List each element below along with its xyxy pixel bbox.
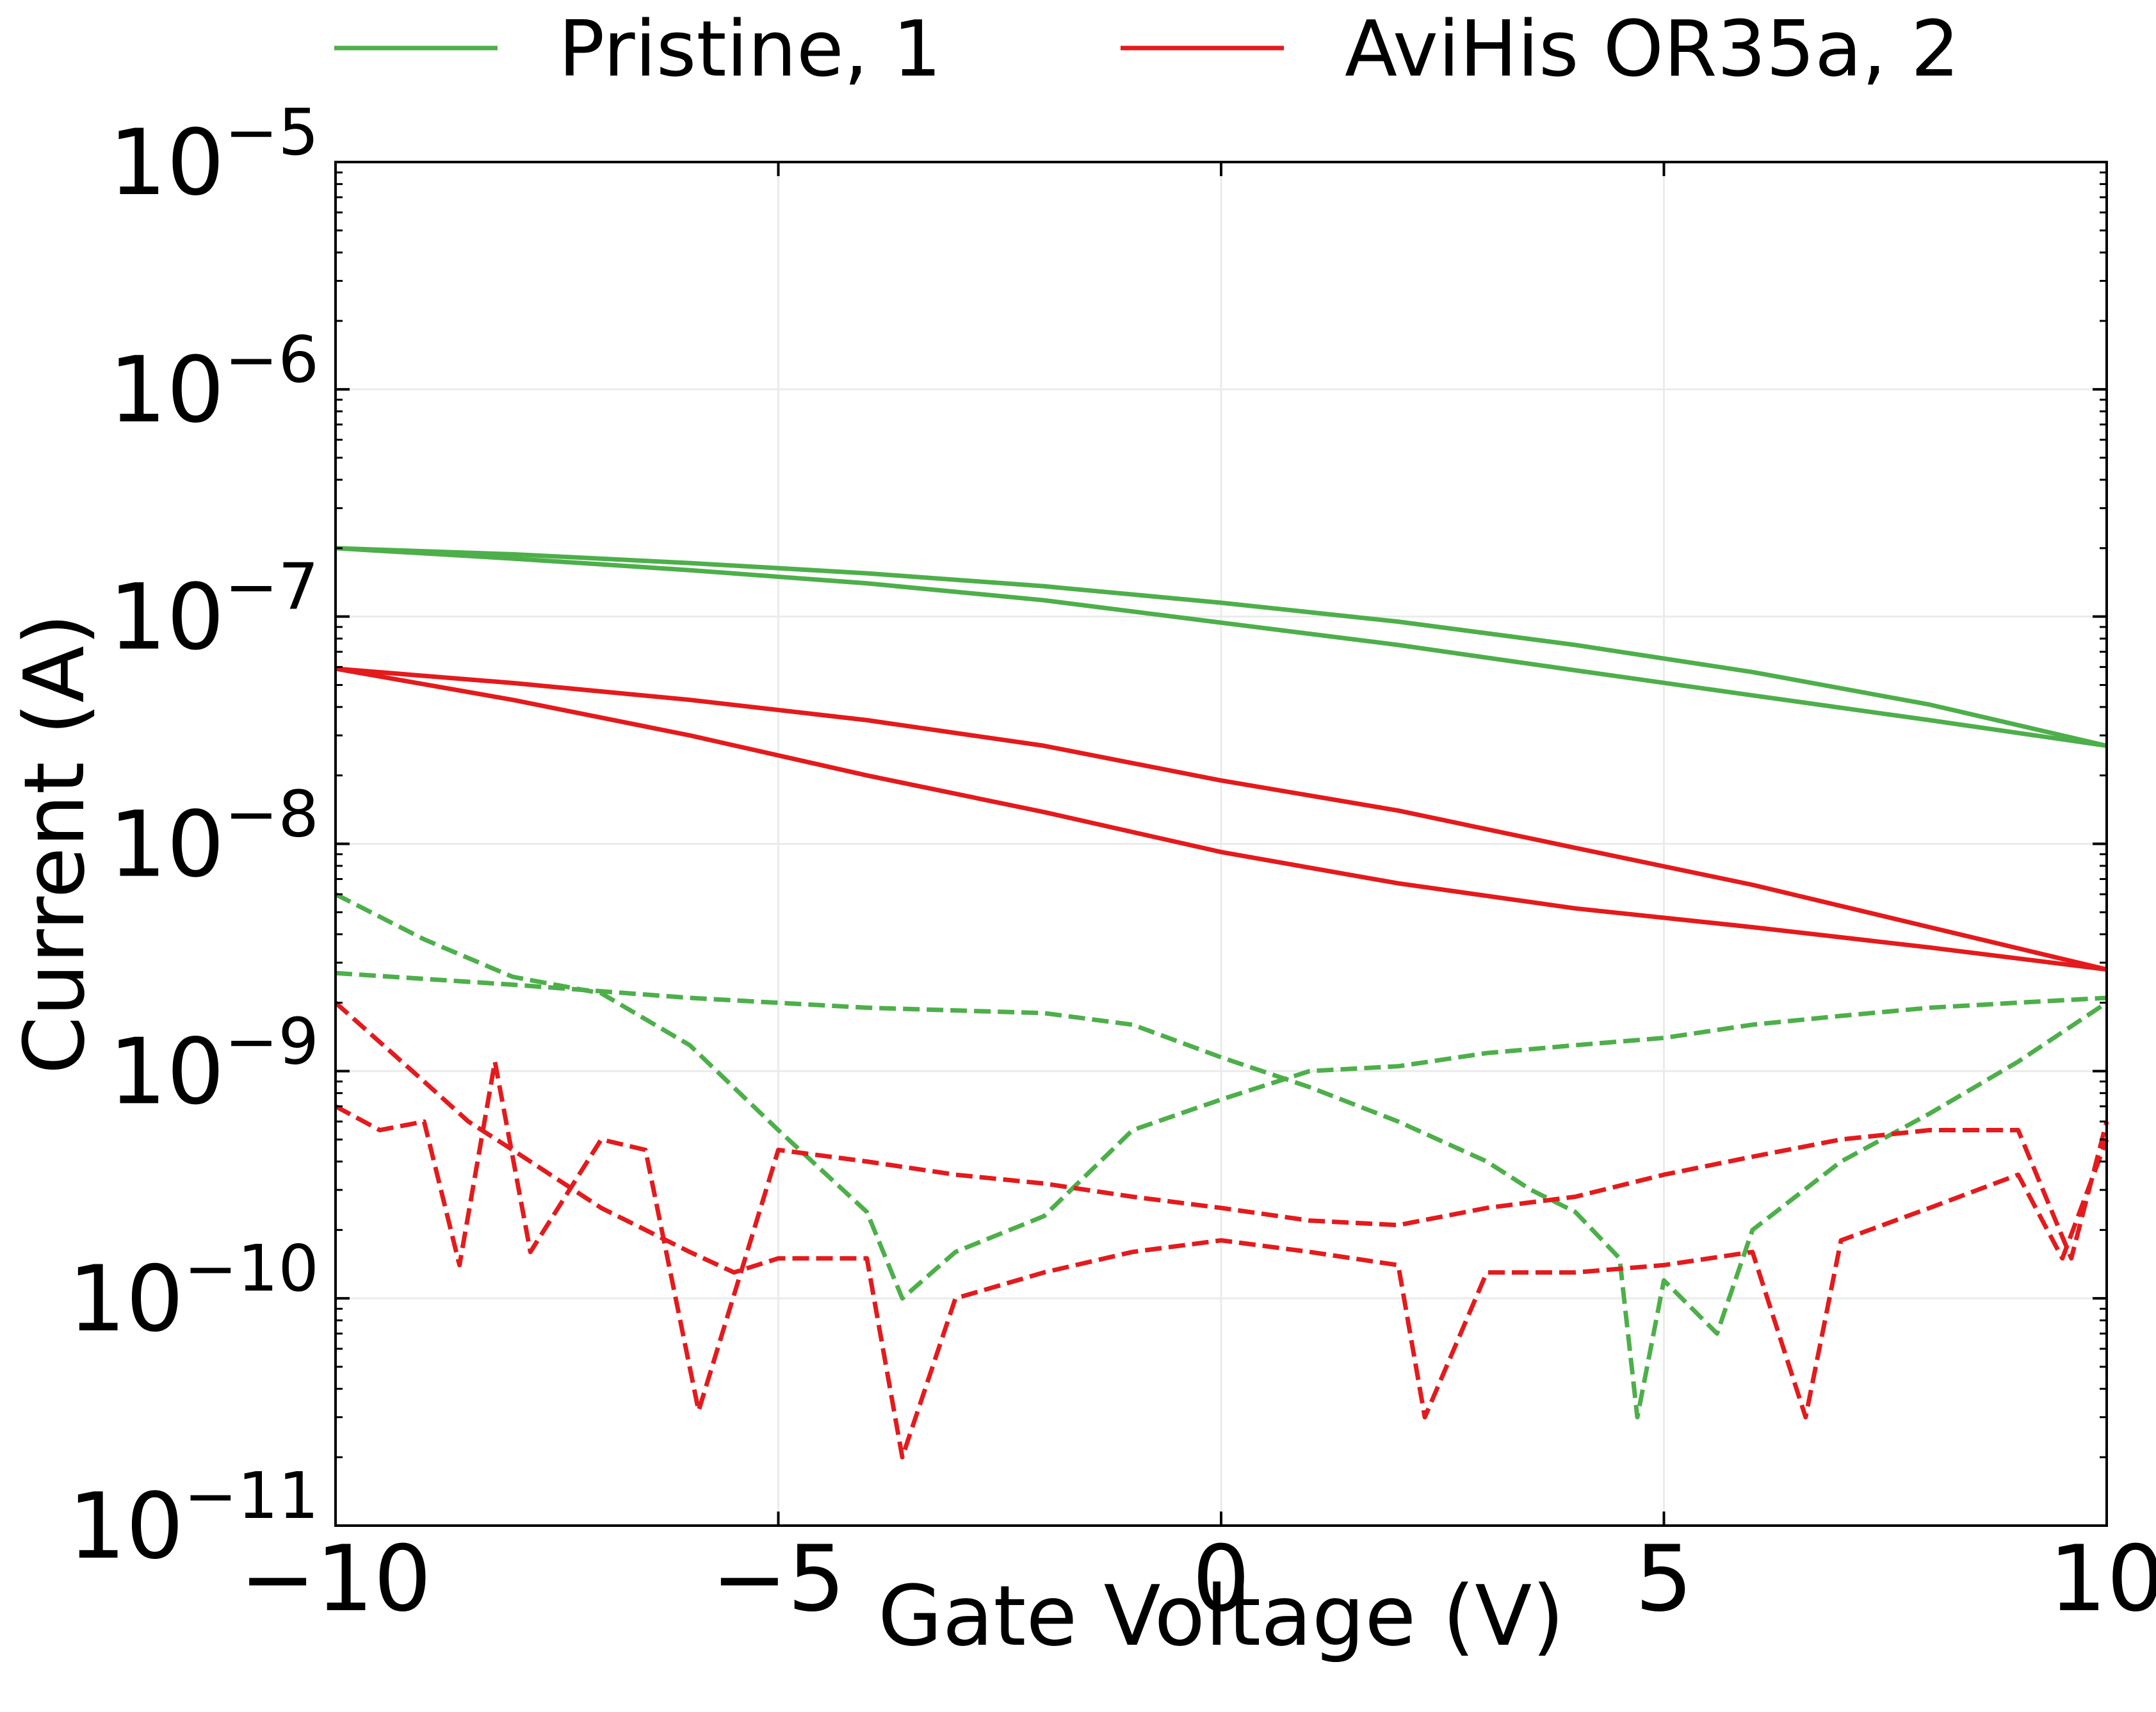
series-lines xyxy=(334,546,2109,1460)
series-line-solid-0 xyxy=(335,546,2107,748)
series-line-dashed-7 xyxy=(334,1059,2109,1414)
x-tick-labels: −10 −5 0 5 10 xyxy=(239,1526,2156,1632)
series-line-dashed-5 xyxy=(335,970,2108,1420)
y-tick-label: 10−10 xyxy=(68,1231,319,1352)
x-tick-label: 10 xyxy=(2049,1526,2156,1632)
x-tick-label: 0 xyxy=(1192,1526,1250,1632)
y-tick-label: 10−7 xyxy=(109,550,319,671)
x-tick-label: −5 xyxy=(711,1526,845,1632)
series-line-solid-3 xyxy=(335,666,2107,972)
y-axis-label: Current (A) xyxy=(6,614,103,1075)
legend-label: AviHis OR35a, 2 xyxy=(1345,5,1959,94)
y-tick-label: 10−9 xyxy=(109,1004,319,1125)
y-tick-label: 10−8 xyxy=(109,777,319,898)
x-axis-label: Gate Voltage (V) xyxy=(878,1567,1564,1665)
y-tick-label: 10−5 xyxy=(109,95,319,216)
y-tick-labels: 10−11 10−10 10−9 10−8 10−7 10−6 10−5 xyxy=(68,95,319,1579)
series-line-dashed-4 xyxy=(334,892,2107,1301)
axis-ticks xyxy=(334,161,2108,1527)
series-line-dashed-6 xyxy=(334,1000,2109,1460)
y-tick-label: 10−11 xyxy=(68,1458,319,1579)
x-tick-label: 5 xyxy=(1635,1526,1692,1632)
legend-label: Pristine, 1 xyxy=(558,5,941,94)
x-tick-label: −10 xyxy=(239,1526,432,1632)
series-line-solid-1 xyxy=(335,546,2107,748)
legend: Pristine, 1 AviHis OR35a, 2 xyxy=(334,5,1959,94)
series-line-solid-2 xyxy=(335,666,2107,972)
y-tick-label: 10−6 xyxy=(109,322,319,443)
